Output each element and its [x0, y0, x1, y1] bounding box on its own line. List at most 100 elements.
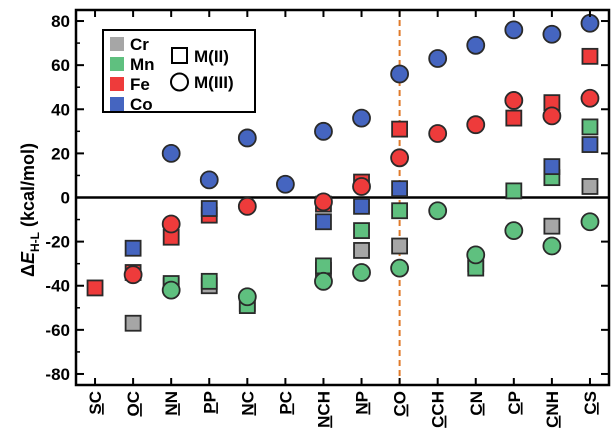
- legend-marker-circle: [170, 72, 189, 92]
- x-tick-letter: C: [86, 391, 105, 403]
- x-tick-letter: H: [429, 391, 448, 403]
- data-point-fe-m3-cn: [466, 115, 486, 135]
- x-tick-letter: N: [162, 391, 181, 403]
- data-point-mn-m3-cn: [466, 245, 486, 265]
- y-tick-label: 80: [51, 12, 70, 31]
- data-point-co-m3-cp: [504, 20, 524, 40]
- legend-swatch-fe: [110, 77, 124, 91]
- data-point-co-m3-cnh: [542, 24, 562, 44]
- data-point-mn-m3-co: [390, 258, 410, 278]
- x-tick-label-pc: PC: [276, 391, 295, 415]
- data-point-co-m3-nc: [237, 128, 257, 148]
- data-point-mn-m2-co: [391, 202, 409, 220]
- legend-swatch-cr: [110, 37, 124, 51]
- data-point-fe-m3-cp: [504, 91, 524, 110]
- x-tick-letter: P: [200, 402, 219, 413]
- data-point-co-m3-cch: [428, 49, 448, 68]
- data-point-fe-m2-cp: [505, 109, 523, 127]
- y-tick-label: 0: [61, 189, 70, 208]
- data-point-co-m2-nch: [315, 213, 332, 231]
- data-point-fe-m2-sc: [86, 279, 104, 297]
- x-tick-letter: H: [543, 391, 562, 403]
- data-point-mn-m3-cp: [504, 221, 524, 240]
- x-tick-letter: P: [200, 391, 219, 402]
- y-tick-label: -40: [45, 277, 70, 296]
- data-point-cr-m2-co: [391, 237, 409, 255]
- data-point-mn-m2-np: [353, 222, 370, 239]
- x-tick-label-pp: PP: [200, 391, 219, 414]
- legend-label-fe: Fe: [130, 75, 150, 94]
- x-tick-letter: P: [505, 391, 524, 402]
- data-point-fe-m3-nn: [161, 214, 181, 234]
- x-tick-letter: N: [543, 403, 562, 415]
- data-point-co-m3-co: [390, 64, 410, 84]
- x-tick-letter: H: [314, 391, 333, 403]
- data-point-fe-m3-oc: [123, 265, 143, 285]
- data-point-co-m2-cs: [581, 136, 599, 153]
- x-tick-letter: C: [505, 402, 524, 414]
- data-point-co-m3-nn: [161, 143, 181, 163]
- x-tick-letter: C: [543, 416, 562, 428]
- x-tick-label-oc: OC: [124, 391, 143, 417]
- data-point-fe-m3-nch: [314, 192, 333, 212]
- data-point-fe-m3-cs: [580, 88, 600, 108]
- data-point-mn-m2-cs: [581, 118, 599, 136]
- data-point-fe-m3-cnh: [542, 106, 562, 126]
- x-tick-letter: C: [276, 391, 295, 403]
- legend-box: [102, 29, 256, 113]
- x-tick-letter: C: [581, 402, 600, 414]
- chart-axes: 806040200-20-40-60-80SCOCNNPPNCPCNCHNPCO…: [45, 8, 611, 428]
- x-tick-label-np: NP: [353, 391, 372, 415]
- x-tick-label-co: CO: [391, 391, 410, 417]
- data-point-mn-m3-cch: [428, 201, 448, 221]
- x-tick-letter: C: [467, 403, 486, 415]
- legend-swatch-co: [110, 97, 124, 111]
- legend-marker-square: [171, 47, 188, 64]
- data-point-co-m2-oc: [124, 239, 142, 257]
- data-point-co-m3-pp: [199, 170, 219, 190]
- data-point-co-m2-co: [391, 180, 409, 198]
- x-tick-letter: N: [238, 403, 257, 415]
- legend-label-cr: Cr: [130, 35, 149, 54]
- y-tick-label: -20: [45, 233, 70, 252]
- data-point-mn-m3-cs: [580, 212, 600, 232]
- data-point-cr-m2-cs: [581, 178, 599, 195]
- x-tick-letter: N: [467, 391, 486, 403]
- data-point-cr-m2-oc: [124, 314, 142, 332]
- data-point-mn-m3-cnh: [542, 236, 562, 256]
- data-point-fe-m2-co: [391, 120, 409, 138]
- y-tick-label: -60: [45, 321, 70, 340]
- data-point-co-m3-nch: [314, 121, 333, 141]
- y-axis-title: ΔEH-L (kcal/mol): [18, 143, 42, 277]
- data-point-cr-m2-cnh: [543, 217, 561, 235]
- x-tick-letter: P: [353, 391, 372, 402]
- data-point-mn-m2-nch: [315, 257, 332, 275]
- y-tick-label: -80: [45, 365, 70, 384]
- x-tick-label-cs: CS: [581, 391, 600, 415]
- x-tick-letter: C: [429, 403, 448, 415]
- data-point-mn-m3-nch: [314, 271, 333, 291]
- data-point-cr-m2-np: [353, 242, 370, 259]
- legend-label-mn: Mn: [130, 55, 155, 74]
- data-point-fe-m3-np: [352, 177, 371, 196]
- legend-swatch-mn: [110, 57, 124, 71]
- x-tick-letter: N: [162, 403, 181, 415]
- data-point-co-m3-cs: [580, 13, 600, 33]
- data-point-fe-m3-cch: [428, 124, 448, 143]
- data-point-mn-m3-nn: [161, 280, 181, 300]
- x-tick-label-nn: NN: [162, 391, 181, 416]
- x-tick-letter: C: [124, 391, 143, 403]
- x-tick-letter: P: [276, 403, 295, 414]
- x-tick-label-cn: CN: [467, 391, 486, 416]
- y-axis-title-prefix: Δ: [18, 264, 38, 277]
- x-tick-letter: N: [353, 402, 372, 414]
- x-tick-label-sc: SC: [86, 391, 105, 415]
- x-tick-letter: S: [581, 391, 600, 402]
- data-point-fe-m3-nc: [237, 196, 257, 216]
- x-tick-letter: N: [314, 416, 333, 428]
- x-tick-letter: C: [238, 391, 257, 403]
- y-axis-title-subscript: H-L: [28, 232, 42, 252]
- data-point-co-m2-np: [353, 197, 370, 215]
- data-point-co-m3-cn: [466, 35, 486, 55]
